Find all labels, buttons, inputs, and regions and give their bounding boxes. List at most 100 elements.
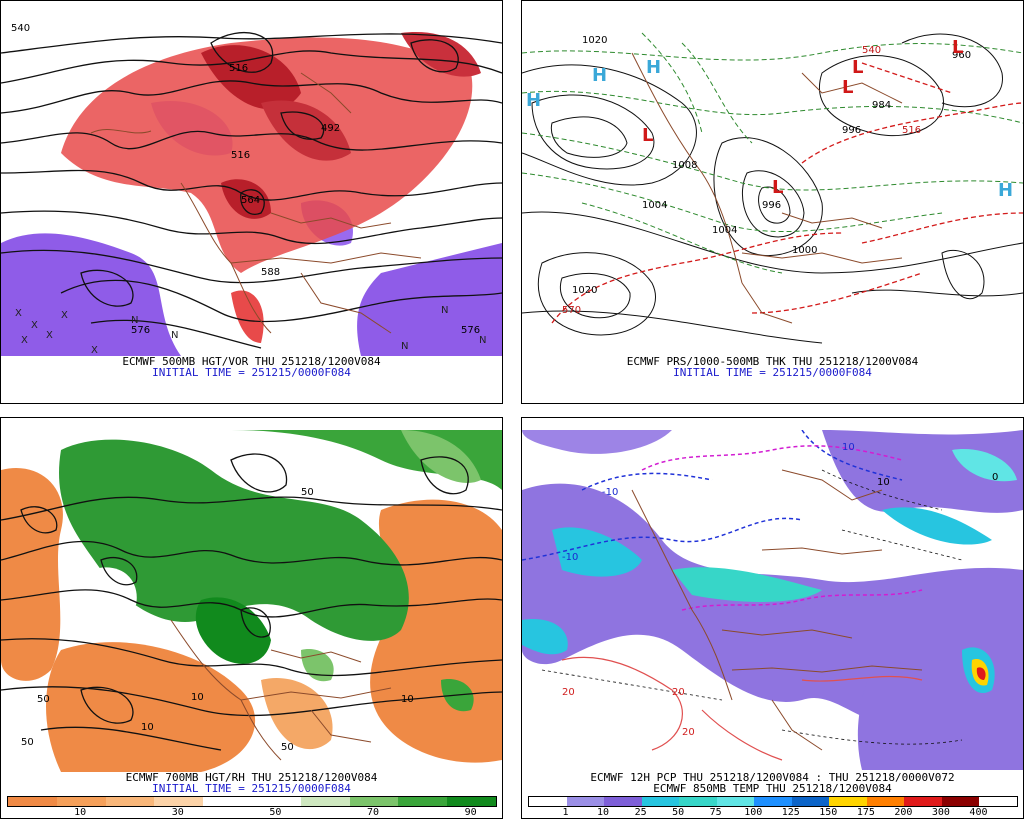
svg-text:1000: 1000 — [792, 245, 817, 256]
colorbar-tick-label: 70 — [366, 807, 380, 818]
svg-text:588: 588 — [261, 267, 280, 278]
panel-caption: ECMWF 12H PCP THU 251218/1200V084 : THU … — [590, 771, 955, 784]
svg-text:20: 20 — [562, 687, 575, 698]
colorbar-tick-label: 175 — [856, 807, 875, 818]
svg-text:516: 516 — [231, 150, 250, 161]
rh-colorbar — [7, 796, 497, 807]
svg-text:1008: 1008 — [672, 160, 697, 171]
svg-text:10: 10 — [141, 722, 154, 733]
colorbar-tick-label: 150 — [819, 807, 838, 818]
colorbar-swatch — [979, 797, 1017, 806]
precip-colorbar-ticks: 1 10 25 50 75 100 125 150 175 200 300 400 — [528, 807, 1016, 818]
panel-700mb-height-rh: 50 10 50 10 50 10 50 ECMWF 700MB HGT/RH … — [0, 417, 503, 819]
svg-text:10: 10 — [191, 692, 204, 703]
svg-text:50: 50 — [37, 694, 50, 705]
panel-subcaption: ECMWF 850MB TEMP THU 251218/1200V084 — [653, 782, 892, 795]
svg-text:N: N — [479, 335, 486, 346]
precip-colorbar — [528, 796, 1018, 807]
colorbar-swatch — [866, 797, 905, 806]
colorbar-tick-label: 125 — [781, 807, 800, 818]
colorbar-swatch — [105, 797, 155, 806]
svg-text:576: 576 — [461, 325, 480, 336]
svg-text:1004: 1004 — [642, 200, 667, 211]
svg-text:516: 516 — [229, 63, 248, 74]
colorbar-tick-label: 30 — [171, 807, 184, 818]
colorbar-swatch — [566, 797, 605, 806]
colorbar-tick-label: 10 — [74, 807, 87, 818]
svg-text:H: H — [646, 57, 661, 78]
colorbar-swatch — [203, 797, 252, 806]
map-precip: -10 -10 10 10 0 20 20 20 — [522, 430, 1023, 772]
svg-text:20: 20 — [672, 687, 685, 698]
svg-text:1020: 1020 — [572, 285, 597, 296]
svg-text:-10: -10 — [562, 552, 578, 563]
svg-text:X: X — [61, 310, 68, 321]
svg-text:1020: 1020 — [582, 35, 607, 46]
svg-text:10: 10 — [401, 694, 414, 705]
svg-text:516: 516 — [902, 125, 921, 136]
panel-pressure-thickness: 1020 1008 1004 1000 996 1020 996 984 960… — [521, 0, 1024, 404]
svg-text:570: 570 — [562, 305, 581, 316]
svg-text:H: H — [592, 65, 607, 86]
map-500mb: 540 516 492 564 588 576 576 516 X X X X … — [1, 13, 502, 356]
colorbar-tick-label: 25 — [634, 807, 647, 818]
panel-caption: ECMWF PRS/1000-500MB THK THU 251218/1200… — [626, 355, 919, 368]
svg-text:576: 576 — [131, 325, 150, 336]
colorbar-swatch — [716, 797, 755, 806]
svg-text:N: N — [131, 315, 138, 326]
colorbar-swatch — [941, 797, 980, 806]
svg-text:1004: 1004 — [712, 225, 737, 236]
svg-text:540: 540 — [862, 45, 881, 56]
colorbar-swatch — [154, 797, 204, 806]
colorbar-tick-label: 400 — [969, 807, 988, 818]
svg-text:984: 984 — [872, 100, 891, 111]
svg-text:X: X — [21, 335, 28, 346]
svg-text:564: 564 — [241, 195, 260, 206]
colorbar-swatch — [829, 797, 867, 806]
panel-500mb-height-vorticity: 540 516 492 564 588 576 576 516 X X X X … — [0, 0, 503, 404]
colorbar-tick-label: 10 — [597, 807, 610, 818]
colorbar-tick-label: 200 — [894, 807, 913, 818]
svg-text:0: 0 — [992, 472, 998, 483]
colorbar-tick-label: 300 — [931, 807, 950, 818]
svg-text:960: 960 — [952, 50, 971, 61]
map-pressure-thickness: 1020 1008 1004 1000 996 1020 996 984 960… — [522, 13, 1023, 356]
svg-text:X: X — [15, 308, 22, 319]
colorbar-tick-label: 50 — [269, 807, 282, 818]
svg-text:L: L — [952, 37, 963, 58]
colorbar-swatch — [641, 797, 680, 806]
colorbar-swatch — [604, 797, 642, 806]
svg-text:N: N — [401, 341, 408, 352]
colorbar-swatch — [904, 797, 942, 806]
svg-text:L: L — [772, 177, 783, 198]
colorbar-swatch — [679, 797, 717, 806]
svg-text:996: 996 — [842, 125, 861, 136]
contour-labels: 540 516 492 564 588 576 576 516 — [11, 23, 480, 336]
colorbar-swatch — [300, 797, 350, 806]
svg-text:996: 996 — [762, 200, 781, 211]
colorbar-swatch — [754, 797, 792, 806]
svg-text:20: 20 — [682, 727, 695, 738]
colorbar-tick-label: 50 — [672, 807, 685, 818]
colorbar-swatch — [791, 797, 830, 806]
colorbar-swatch — [529, 797, 567, 806]
initial-time: INITIAL TIME = 251215/0000F084 — [152, 366, 351, 379]
colorbar-swatch — [56, 797, 106, 806]
svg-text:X: X — [91, 345, 98, 356]
colorbar-swatch — [8, 797, 57, 806]
colorbar-tick-label: 100 — [744, 807, 763, 818]
colorbar-swatch — [447, 797, 496, 806]
colorbar-swatch — [349, 797, 399, 806]
panel-caption: ECMWF 700MB HGT/RH THU 251218/1200V084 — [125, 771, 378, 784]
svg-text:50: 50 — [21, 737, 34, 748]
svg-text:N: N — [171, 330, 178, 341]
svg-text:50: 50 — [281, 742, 294, 753]
svg-text:50: 50 — [301, 487, 314, 498]
svg-text:H: H — [526, 90, 541, 111]
svg-text:492: 492 — [321, 123, 340, 134]
svg-text:L: L — [642, 125, 653, 146]
svg-text:540: 540 — [11, 23, 30, 34]
svg-text:H: H — [998, 180, 1013, 201]
svg-text:L: L — [842, 77, 853, 98]
rh-colorbar-ticks: 10 30 50 70 90 — [7, 807, 495, 818]
